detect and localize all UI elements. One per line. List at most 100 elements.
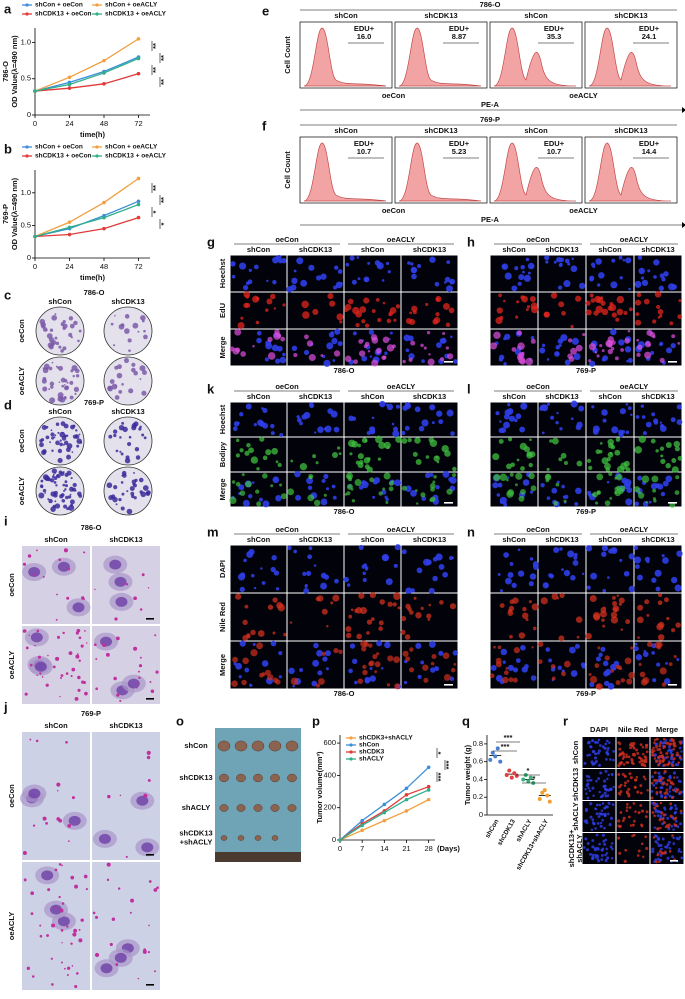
significance: ***: [436, 773, 445, 782]
lipid-droplet: [105, 652, 110, 657]
colony: [72, 374, 75, 378]
stained-nucleus: [589, 360, 596, 367]
stained-nucleus: [567, 550, 575, 558]
stained-nucleus: [671, 760, 675, 764]
stained-nucleus: [358, 339, 364, 344]
stained-nucleus: [605, 739, 609, 743]
stained-nucleus: [375, 297, 380, 302]
stained-nucleus: [609, 497, 613, 500]
stained-nucleus: [663, 271, 669, 277]
stained-nucleus: [545, 260, 549, 264]
lipid-droplet: [76, 653, 79, 656]
stained-nucleus: [607, 773, 611, 777]
stained-nucleus: [589, 675, 598, 684]
colony: [131, 362, 136, 367]
colony: [69, 499, 75, 505]
stained-nucleus: [358, 460, 364, 465]
stained-nucleus: [628, 553, 635, 560]
stained-nucleus: [339, 320, 343, 324]
stained-nucleus: [626, 678, 633, 685]
colony: [66, 443, 73, 449]
colony: [108, 434, 113, 439]
stained-nucleus: [361, 646, 367, 652]
stained-nucleus: [558, 635, 565, 642]
stained-nucleus: [287, 545, 292, 551]
stained-nucleus: [675, 475, 680, 480]
stained-nucleus: [364, 676, 371, 683]
stained-nucleus: [678, 822, 682, 826]
stained-nucleus: [647, 269, 651, 273]
stained-nucleus: [600, 607, 607, 613]
stained-nucleus: [645, 743, 649, 747]
stained-nucleus: [229, 346, 235, 352]
stained-nucleus: [672, 842, 676, 845]
stained-nucleus: [652, 319, 657, 324]
colony: [62, 443, 65, 446]
stained-nucleus: [641, 475, 650, 483]
data-point: [404, 809, 409, 813]
colony: [77, 339, 80, 343]
colony: [51, 449, 54, 453]
stained-nucleus: [658, 621, 665, 629]
stained-nucleus: [349, 643, 356, 649]
stained-nucleus: [612, 750, 616, 753]
scale-bar: [670, 860, 678, 862]
stained-nucleus: [496, 307, 503, 314]
stained-nucleus: [500, 648, 508, 656]
stained-nucleus: [365, 566, 369, 570]
stained-nucleus: [637, 756, 641, 759]
stained-nucleus: [601, 349, 605, 353]
stained-nucleus: [304, 334, 309, 340]
stained-nucleus: [658, 744, 662, 748]
stained-nucleus: [452, 466, 457, 472]
colony: [123, 358, 129, 364]
colony: [74, 368, 80, 374]
significance: *: [159, 222, 168, 225]
stained-nucleus: [405, 656, 411, 662]
lipid-droplet: [71, 796, 75, 800]
stained-nucleus: [431, 421, 435, 425]
stained-nucleus: [392, 430, 400, 438]
stained-nucleus: [656, 662, 661, 667]
stained-nucleus: [366, 631, 370, 635]
cell-line: 786-O: [84, 288, 105, 297]
stained-nucleus: [369, 477, 375, 483]
stained-nucleus: [672, 747, 676, 751]
stained-nucleus: [346, 491, 351, 496]
stained-nucleus: [408, 357, 413, 362]
stained-nucleus: [244, 667, 250, 673]
stained-nucleus: [444, 276, 451, 283]
stained-nucleus: [269, 293, 276, 300]
row-label: Merge: [218, 478, 227, 500]
stained-nucleus: [604, 462, 611, 470]
stained-nucleus: [308, 264, 315, 271]
stained-nucleus: [597, 815, 601, 819]
stained-nucleus: [511, 285, 518, 292]
stained-nucleus: [619, 485, 626, 492]
stained-nucleus: [528, 600, 532, 604]
stained-nucleus: [607, 801, 611, 805]
stained-nucleus: [371, 416, 375, 420]
stained-nucleus: [656, 304, 661, 310]
lipid-droplet: [75, 631, 79, 635]
column-label: shCon: [247, 245, 271, 254]
stained-nucleus: [624, 781, 627, 785]
condition-label: oeACLY: [387, 235, 415, 244]
stained-nucleus: [581, 664, 586, 669]
stained-nucleus: [369, 355, 373, 358]
colony: [57, 392, 64, 399]
stained-nucleus: [541, 343, 546, 348]
stained-nucleus: [659, 446, 665, 451]
tumor: [251, 740, 265, 752]
stained-nucleus: [286, 286, 293, 293]
row-label: Merge: [218, 654, 227, 676]
stained-nucleus: [621, 772, 625, 776]
stained-nucleus: [655, 779, 658, 782]
stained-nucleus: [642, 431, 647, 436]
stained-nucleus: [405, 587, 413, 595]
stained-nucleus: [650, 438, 656, 444]
lipid-droplet: [29, 663, 33, 667]
stained-nucleus: [665, 845, 669, 849]
stained-nucleus: [256, 642, 263, 650]
stained-nucleus: [409, 647, 414, 652]
